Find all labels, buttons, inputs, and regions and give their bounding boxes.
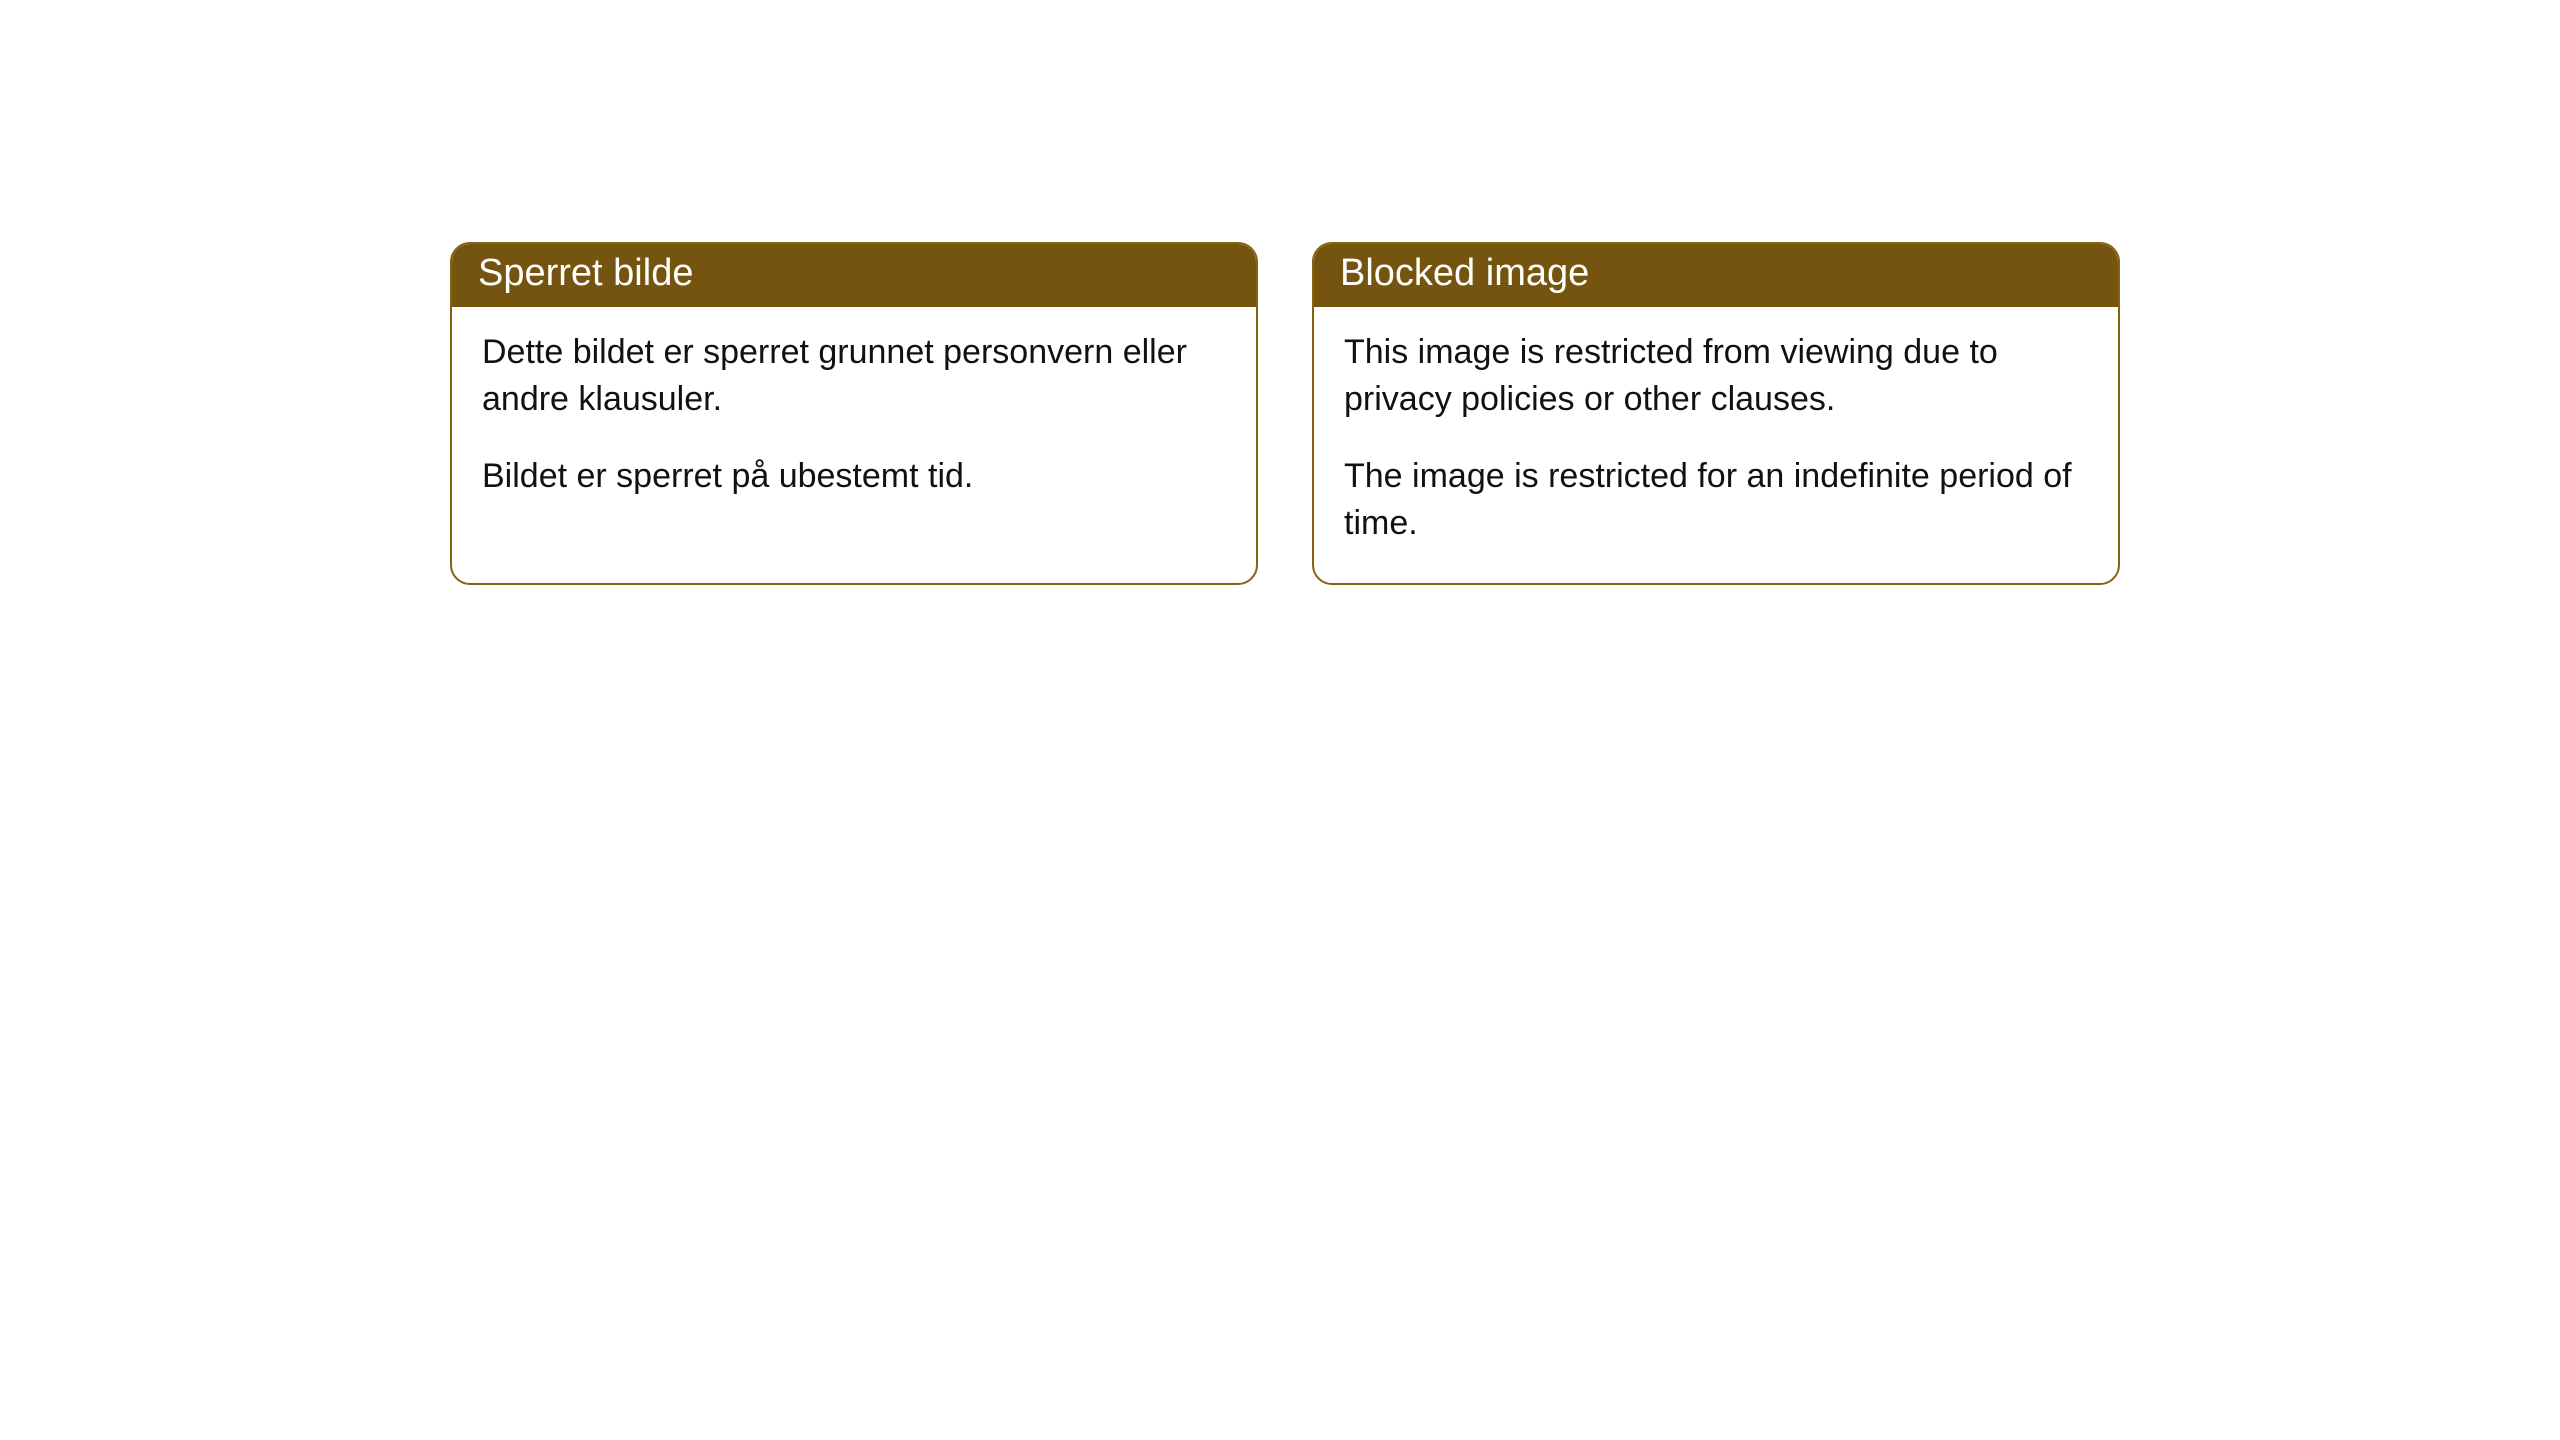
notice-paragraph: Bildet er sperret på ubestemt tid. — [482, 453, 1226, 500]
notice-box-no: Sperret bilde Dette bildet er sperret gr… — [450, 242, 1258, 585]
notice-paragraph: Dette bildet er sperret grunnet personve… — [482, 329, 1226, 423]
notice-paragraph: The image is restricted for an indefinit… — [1344, 453, 2088, 547]
notice-title-en: Blocked image — [1314, 244, 2118, 307]
notice-body-no: Dette bildet er sperret grunnet personve… — [452, 307, 1256, 536]
notice-title-no: Sperret bilde — [452, 244, 1256, 307]
notice-body-en: This image is restricted from viewing du… — [1314, 307, 2118, 583]
notice-container: Sperret bilde Dette bildet er sperret gr… — [0, 0, 2560, 585]
notice-paragraph: This image is restricted from viewing du… — [1344, 329, 2088, 423]
notice-box-en: Blocked image This image is restricted f… — [1312, 242, 2120, 585]
